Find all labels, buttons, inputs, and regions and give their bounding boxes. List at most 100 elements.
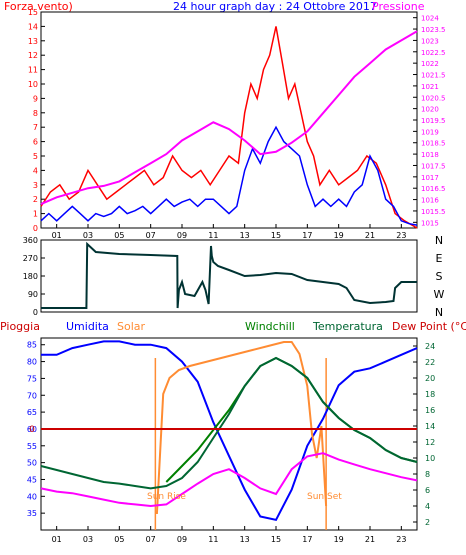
direction-tick-label: 360 xyxy=(23,236,38,245)
humidity-tick-label: 75 xyxy=(27,374,37,383)
compass-label: N xyxy=(435,234,443,247)
humidity-tick-label: 45 xyxy=(27,475,37,484)
direction-tick-label: 0 xyxy=(33,308,38,317)
wind-tick-label: 0 xyxy=(33,224,38,233)
pressure-label: Pressione xyxy=(372,0,425,13)
wind-avg-line xyxy=(40,125,418,226)
pressure-tick-label: 1021 xyxy=(421,83,439,91)
pressure-line xyxy=(40,30,418,206)
legend-pioggia: Pioggia xyxy=(0,320,40,333)
humidity-line xyxy=(41,340,418,522)
pressure-tick-label: 1018.5 xyxy=(421,140,446,148)
pressure-tick-label: 1015.5 xyxy=(421,208,446,216)
hour-tick-label: 19 xyxy=(334,231,344,240)
pressure-tick-label: 1022.5 xyxy=(421,49,446,57)
direction-axes: 0 N 90 W 180 S 270 E 360 N xyxy=(23,234,445,319)
humidity-tick-label: 35 xyxy=(27,509,37,518)
temperature-tick-label: 12 xyxy=(425,438,435,447)
wind-direction-line xyxy=(41,241,417,309)
sunrise-label: Sun Rise xyxy=(147,492,186,502)
hour-tick-label: 17 xyxy=(302,535,312,544)
hour-tick-label: 21 xyxy=(365,231,375,240)
direction-series xyxy=(41,241,417,309)
temperature-tick-label: 6 xyxy=(425,486,430,495)
wind-tick-label: 10 xyxy=(28,80,38,89)
wind-speed-label: Forza vento) xyxy=(4,0,73,13)
windchill-line xyxy=(165,356,418,483)
wind-tick-label: 1 xyxy=(33,210,38,219)
hour-tick-label: 21 xyxy=(365,535,375,544)
pressure-tick-label: 1020.5 xyxy=(421,94,446,102)
temperature-tick-label: 16 xyxy=(425,406,435,415)
temperature-tick-label: 24 xyxy=(425,342,435,351)
wind-axes: 012345678910111213141510151015.510161016… xyxy=(28,8,446,240)
temperature-tick-label: 14 xyxy=(425,422,435,431)
humidity-tick-label: 85 xyxy=(27,341,37,350)
hour-tick-label: 15 xyxy=(271,535,281,544)
sunset-label: Sun Set xyxy=(307,492,342,502)
compass-label: N xyxy=(435,306,443,319)
hour-tick-label: 23 xyxy=(396,231,406,240)
wind-gust-line xyxy=(40,26,418,229)
wind-series xyxy=(40,26,418,229)
pressure-tick-label: 1023.5 xyxy=(421,26,446,34)
temperature-tick-label: 10 xyxy=(425,454,435,463)
pressure-tick-label: 1019.5 xyxy=(421,117,446,125)
wind-tick-label: 2 xyxy=(33,195,38,204)
wind-tick-label: 14 xyxy=(28,22,38,31)
hour-tick-label: 05 xyxy=(114,231,124,240)
humidity-tick-label: 80 xyxy=(27,358,37,367)
hour-tick-label: 19 xyxy=(334,535,344,544)
wind-tick-label: 5 xyxy=(33,152,38,161)
pressure-tick-label: 1017.5 xyxy=(421,162,446,170)
hour-tick-label: 03 xyxy=(83,231,93,240)
humidity-tick-label: 65 xyxy=(27,408,37,417)
wind-tick-label: 11 xyxy=(28,66,38,75)
hour-tick-label: 23 xyxy=(396,535,406,544)
direction-tick-label: 90 xyxy=(28,290,38,299)
hour-tick-label: 17 xyxy=(302,231,312,240)
wind-panel-frame xyxy=(40,11,418,229)
hour-tick-label: 03 xyxy=(83,535,93,544)
wind-tick-label: 15 xyxy=(28,8,38,17)
temperature-tick-label: 20 xyxy=(425,374,435,383)
legend-umidita: Umidita xyxy=(66,320,109,333)
humidity-tick-label: 60 xyxy=(27,425,37,434)
humidity-tick-label: 70 xyxy=(27,391,37,400)
compass-label: S xyxy=(436,270,443,283)
hour-tick-label: 15 xyxy=(271,231,281,240)
legend-dewpoint: Dew Point (°C) xyxy=(392,320,466,333)
graph-title: 24 hour graph day : 24 Ottobre 2017 xyxy=(173,0,377,13)
hour-tick-label: 07 xyxy=(146,231,156,240)
hour-tick-label: 05 xyxy=(114,535,124,544)
temperature-tick-label: 18 xyxy=(425,390,435,399)
hour-tick-label: 09 xyxy=(177,535,187,544)
pressure-tick-label: 1022 xyxy=(421,60,439,68)
wind-tick-label: 4 xyxy=(33,166,38,175)
hour-tick-label: 01 xyxy=(52,535,62,544)
pressure-tick-label: 1020 xyxy=(421,106,439,114)
temperature-series xyxy=(40,340,418,522)
hour-tick-label: 07 xyxy=(146,535,156,544)
wind-tick-label: 12 xyxy=(28,51,38,60)
hour-tick-label: 11 xyxy=(208,535,218,544)
pressure-tick-label: 1019 xyxy=(421,128,439,136)
hour-tick-label: 13 xyxy=(240,231,250,240)
wind-tick-label: 13 xyxy=(28,37,38,46)
rain-value-label: 0 xyxy=(29,425,35,435)
pressure-tick-label: 1021.5 xyxy=(421,72,446,80)
temperature-tick-label: 2 xyxy=(425,518,430,527)
humidity-tick-label: 40 xyxy=(27,492,37,501)
wind-tick-label: 3 xyxy=(33,181,38,190)
legend-windchill: Windchill xyxy=(245,320,295,333)
temperature-tick-label: 22 xyxy=(425,358,435,367)
temperature-axes: 3540455055606570758085246810121416182022… xyxy=(27,341,435,544)
pressure-tick-label: 1015 xyxy=(421,219,439,227)
hour-tick-label: 13 xyxy=(240,535,250,544)
compass-label: E xyxy=(436,252,443,265)
dewpoint-line xyxy=(40,452,418,508)
hour-tick-label: 11 xyxy=(208,231,218,240)
legend-temperatura: Temperatura xyxy=(312,320,383,333)
humidity-tick-label: 50 xyxy=(27,459,37,468)
